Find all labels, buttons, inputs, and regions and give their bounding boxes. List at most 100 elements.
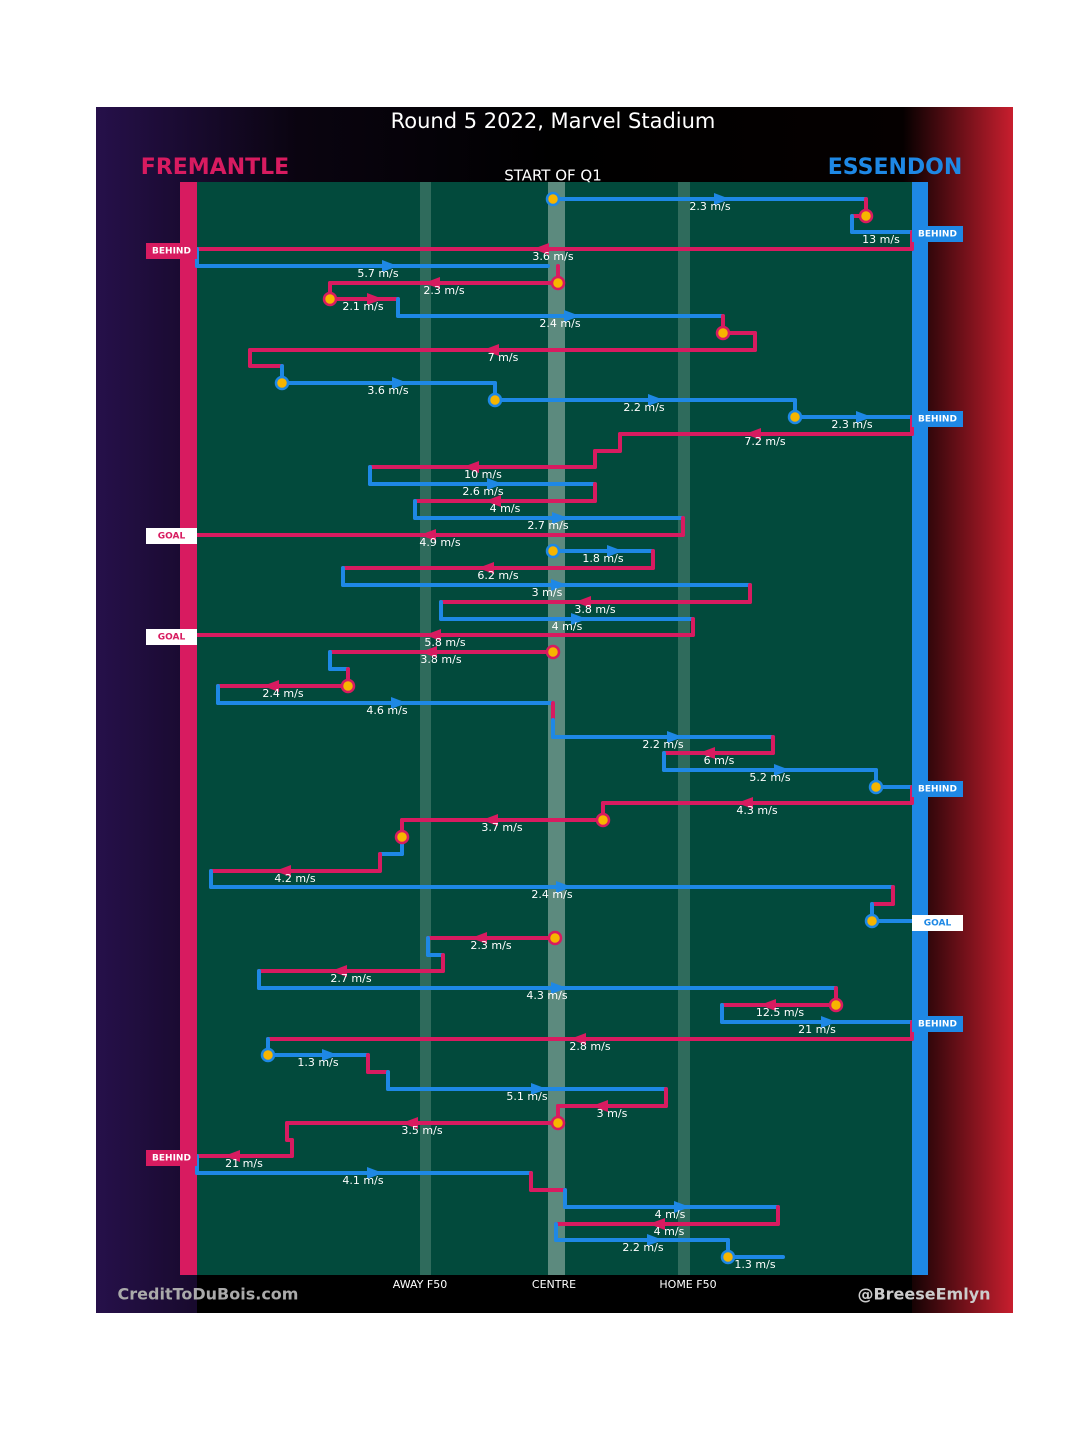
score-box [912, 411, 963, 427]
speed-label: 2.3 m/s [470, 939, 511, 952]
arrow-head [856, 411, 872, 423]
speed-label: 3.6 m/s [367, 384, 408, 397]
speed-label: 2.4 m/s [262, 687, 303, 700]
speed-label: 3 m/s [532, 586, 563, 599]
speed-label: 2.4 m/s [531, 888, 572, 901]
arrow-head [425, 629, 441, 641]
arrow-head [648, 394, 664, 406]
arrow-head [263, 680, 279, 692]
contest-dot [322, 291, 338, 307]
arrow-head [556, 881, 572, 893]
contest-dot [828, 997, 844, 1013]
contest-dot [545, 644, 561, 660]
arrow-head [485, 495, 501, 507]
arrow-head [571, 613, 587, 625]
score-label: GOAL [158, 633, 186, 643]
arrow-head [564, 310, 580, 322]
contest-dot [787, 409, 803, 425]
contest-dot [595, 812, 611, 828]
speed-label: 4.6 m/s [366, 704, 407, 717]
field-label: AWAY F50 [393, 1278, 447, 1291]
contest-dot [260, 1047, 276, 1063]
speed-label: 4 m/s [655, 1208, 686, 1221]
speed-label: 13 m/s [862, 233, 900, 246]
arrow-head [424, 277, 440, 289]
credit: CreditToDuBois.com [118, 1285, 299, 1304]
arrow-head [402, 1117, 418, 1129]
arrow-head [482, 814, 498, 826]
score-box [912, 1016, 963, 1032]
arrow-head [322, 1049, 338, 1061]
arrow-head [483, 344, 499, 356]
contest-dot [550, 1115, 566, 1131]
speed-label: 2.2 m/s [642, 738, 683, 751]
arrow-head [760, 999, 776, 1011]
speed-label: 2.7 m/s [330, 972, 371, 985]
team-left: FREMANTLE [141, 155, 289, 180]
score-box [146, 1150, 197, 1166]
arrow-head [649, 1218, 665, 1230]
speed-label: 4.3 m/s [736, 804, 777, 817]
contest-dot [868, 779, 884, 795]
speed-label: 3.5 m/s [401, 1124, 442, 1137]
arrow-head [674, 1201, 690, 1213]
speed-label: 5.1 m/s [506, 1090, 547, 1103]
speed-label: 2.3 m/s [831, 418, 872, 431]
arrow-head [647, 1234, 663, 1246]
speed-label: 2.3 m/s [689, 200, 730, 213]
field-label: CENTRE [532, 1278, 576, 1291]
speed-label: 4 m/s [552, 620, 583, 633]
score-box [146, 629, 197, 645]
arrow-head [552, 512, 568, 524]
score-box [146, 243, 197, 259]
arrow-head [275, 865, 291, 877]
contest-dot [274, 375, 290, 391]
speed-label: 2.4 m/s [539, 317, 580, 330]
arrow-head [575, 596, 591, 608]
score-label: BEHIND [152, 247, 191, 257]
arrow-head [331, 965, 347, 977]
home-f50-line [678, 182, 690, 1275]
speed-label: 7.2 m/s [744, 435, 785, 448]
speed-label: 3.8 m/s [574, 603, 615, 616]
arrow-head [737, 797, 753, 809]
score-box [912, 781, 963, 797]
speed-label: 10 m/s [464, 468, 502, 481]
speed-label: 2.8 m/s [569, 1040, 610, 1053]
quarter-label: START OF Q1 [504, 167, 602, 185]
arrow-head [391, 697, 407, 709]
fremantle-goal-bar [180, 182, 197, 1275]
speed-label: 2.2 m/s [622, 1241, 663, 1254]
speed-label: 4.2 m/s [274, 872, 315, 885]
contest-dot [715, 325, 731, 341]
essendon-goal-bar [912, 182, 928, 1275]
arrow-head [570, 1033, 586, 1045]
contest-dot [864, 913, 880, 929]
arrow-head [551, 982, 567, 994]
contest-dot [487, 392, 503, 408]
speed-label: 6 m/s [704, 754, 735, 767]
speed-label: 4.9 m/s [419, 536, 460, 549]
speed-label: 7 m/s [488, 351, 519, 364]
score-label: GOAL [158, 532, 186, 542]
speed-label: 4.3 m/s [526, 989, 567, 1002]
score-box [146, 528, 197, 544]
speed-label: 6.2 m/s [477, 569, 518, 582]
score-label: BEHIND [918, 785, 957, 795]
speed-label: 2.6 m/s [462, 485, 503, 498]
contest-dot [340, 678, 356, 694]
arrow-head [551, 579, 567, 591]
speed-label: 1.8 m/s [582, 552, 623, 565]
arrow-head [714, 193, 730, 205]
arrow-head [774, 764, 790, 776]
arrow-head [392, 377, 408, 389]
contest-dot [720, 1249, 736, 1265]
arrow-head [478, 562, 494, 574]
speed-label: 4 m/s [490, 502, 521, 515]
credit: @BreeseEmlyn [857, 1285, 990, 1304]
score-box [912, 226, 963, 242]
speed-label: 1.3 m/s [734, 1258, 775, 1271]
arrow-head [531, 1083, 547, 1095]
speed-label: 21 m/s [225, 1157, 263, 1170]
